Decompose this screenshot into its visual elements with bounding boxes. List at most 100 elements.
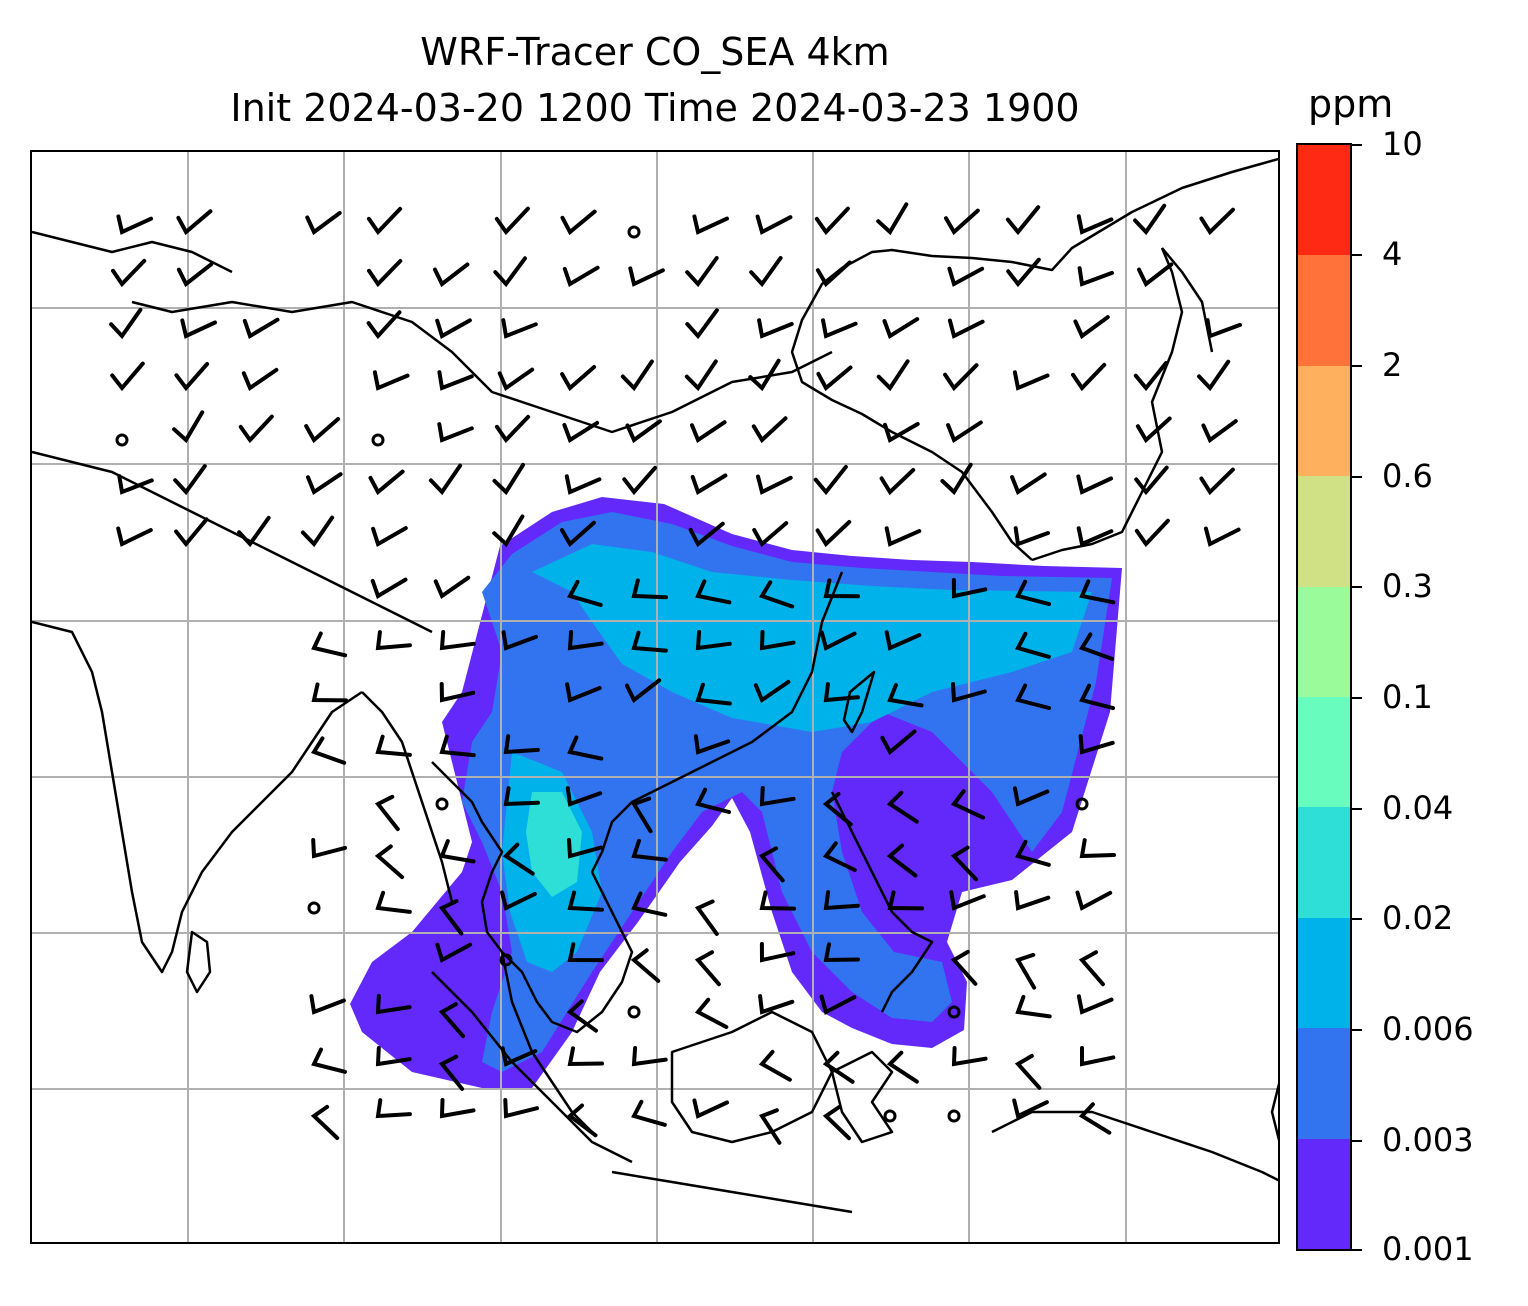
wind-barb (822, 1050, 855, 1084)
wind-barb (1012, 370, 1050, 391)
calm-wind-marker (883, 1109, 897, 1123)
wind-barb (1199, 467, 1235, 496)
wind-barb (1014, 1053, 1042, 1090)
colorbar-segment (1298, 1028, 1350, 1139)
wind-barb (950, 789, 985, 820)
map-panel[interactable] (30, 150, 1280, 1244)
wind-barb (439, 1098, 476, 1119)
wind-barb (437, 422, 474, 443)
colorbar-segment (1298, 476, 1350, 587)
wind-barb (631, 578, 668, 600)
wind-barb (309, 994, 346, 1015)
wind-barb (756, 474, 793, 495)
wind-barb (759, 786, 796, 807)
wind-barb (566, 1103, 598, 1138)
wind-barb (493, 256, 527, 288)
wind-barb (1010, 472, 1047, 496)
wind-barb (180, 318, 217, 339)
wind-barbs (109, 202, 1242, 1145)
wind-barb (947, 266, 985, 287)
coastline-sulawesi (830, 1050, 894, 1144)
wind-barb (1137, 262, 1174, 288)
wind-barb (685, 256, 719, 288)
wind-barb (755, 214, 793, 235)
wind-barb (241, 367, 279, 392)
wind-barb (367, 259, 403, 288)
wind-barb (631, 1099, 667, 1127)
wind-barb (109, 307, 143, 340)
wind-barb (311, 682, 348, 703)
coastline-japan (1270, 1082, 1278, 1142)
wind-barb (1134, 518, 1170, 548)
map-title: WRF-Tracer CO_SEA 4km (420, 30, 890, 74)
tracer-plume (350, 497, 1122, 1088)
wind-barb (370, 577, 408, 599)
wind-barb (822, 841, 857, 872)
wind-barb (695, 630, 732, 651)
wind-barb (562, 420, 600, 444)
wind-barb (759, 890, 796, 911)
wind-barb (439, 839, 476, 864)
colorbar-tick (1352, 1249, 1362, 1251)
calm-wind-marker (499, 953, 513, 967)
colorbar-tick-label: 0.3 (1382, 567, 1433, 605)
wind-barb (368, 469, 405, 496)
wind-barb (238, 414, 274, 444)
wind-barb (439, 682, 476, 703)
wind-barb (625, 419, 662, 444)
wind-barb (311, 631, 348, 658)
wind-barb (759, 630, 796, 651)
wind-barb (1079, 579, 1116, 605)
wind-barb (628, 266, 665, 287)
wind-barb (819, 630, 857, 651)
wind-barb (503, 734, 540, 755)
wind-barb (1079, 632, 1115, 661)
wind-barb (1205, 318, 1242, 339)
wind-barb (876, 359, 910, 392)
coastline-philippines (830, 791, 934, 1013)
calm-wind-marker (371, 433, 385, 447)
wind-barb (564, 474, 602, 495)
wind-barb (815, 520, 852, 548)
wind-barb (1197, 359, 1231, 392)
wind-barb (1015, 579, 1051, 607)
wind-barb (305, 211, 342, 236)
calm-wind-marker (1075, 797, 1089, 811)
wind-barb (1076, 214, 1114, 235)
wind-barb (438, 1054, 465, 1091)
wind-barb (751, 416, 788, 444)
wind-barb (823, 942, 860, 963)
colorbar-segment (1298, 1138, 1350, 1250)
colorbar-tick-label: 10 (1382, 125, 1423, 163)
colorbar-segment (1298, 145, 1350, 256)
wind-barb (1071, 362, 1107, 392)
coastline-taiwan (842, 670, 876, 734)
wind-barb (688, 521, 725, 548)
wind-barb (435, 942, 473, 963)
wind-barb (951, 578, 988, 599)
colorbar-tick-label: 2 (1382, 346, 1403, 384)
gridlines (32, 152, 1278, 1242)
wind-barb (435, 318, 472, 339)
wind-barb (117, 474, 154, 495)
wind-barb (174, 517, 209, 548)
wind-barb (375, 734, 412, 757)
wind-barb (375, 1046, 412, 1067)
wind-barb (433, 262, 470, 288)
wind-barb (695, 682, 732, 706)
wind-barb (242, 317, 280, 339)
wind-barb (366, 310, 402, 340)
wind-barb (624, 678, 662, 704)
wind-barb (567, 630, 604, 651)
colorbar-tick (1352, 1140, 1362, 1142)
wind-barb (433, 575, 471, 600)
wind-barb (813, 464, 848, 496)
map-subtitle: Init 2024-03-20 1200 Time 2024-03-23 190… (230, 86, 1080, 130)
wind-barb (567, 735, 604, 761)
wind-barb (1012, 786, 1050, 807)
colorbar-tick (1352, 476, 1362, 478)
map-canvas (32, 152, 1278, 1242)
wind-barb (110, 361, 145, 392)
colorbar-segment (1298, 365, 1350, 477)
wind-barb (304, 417, 341, 444)
